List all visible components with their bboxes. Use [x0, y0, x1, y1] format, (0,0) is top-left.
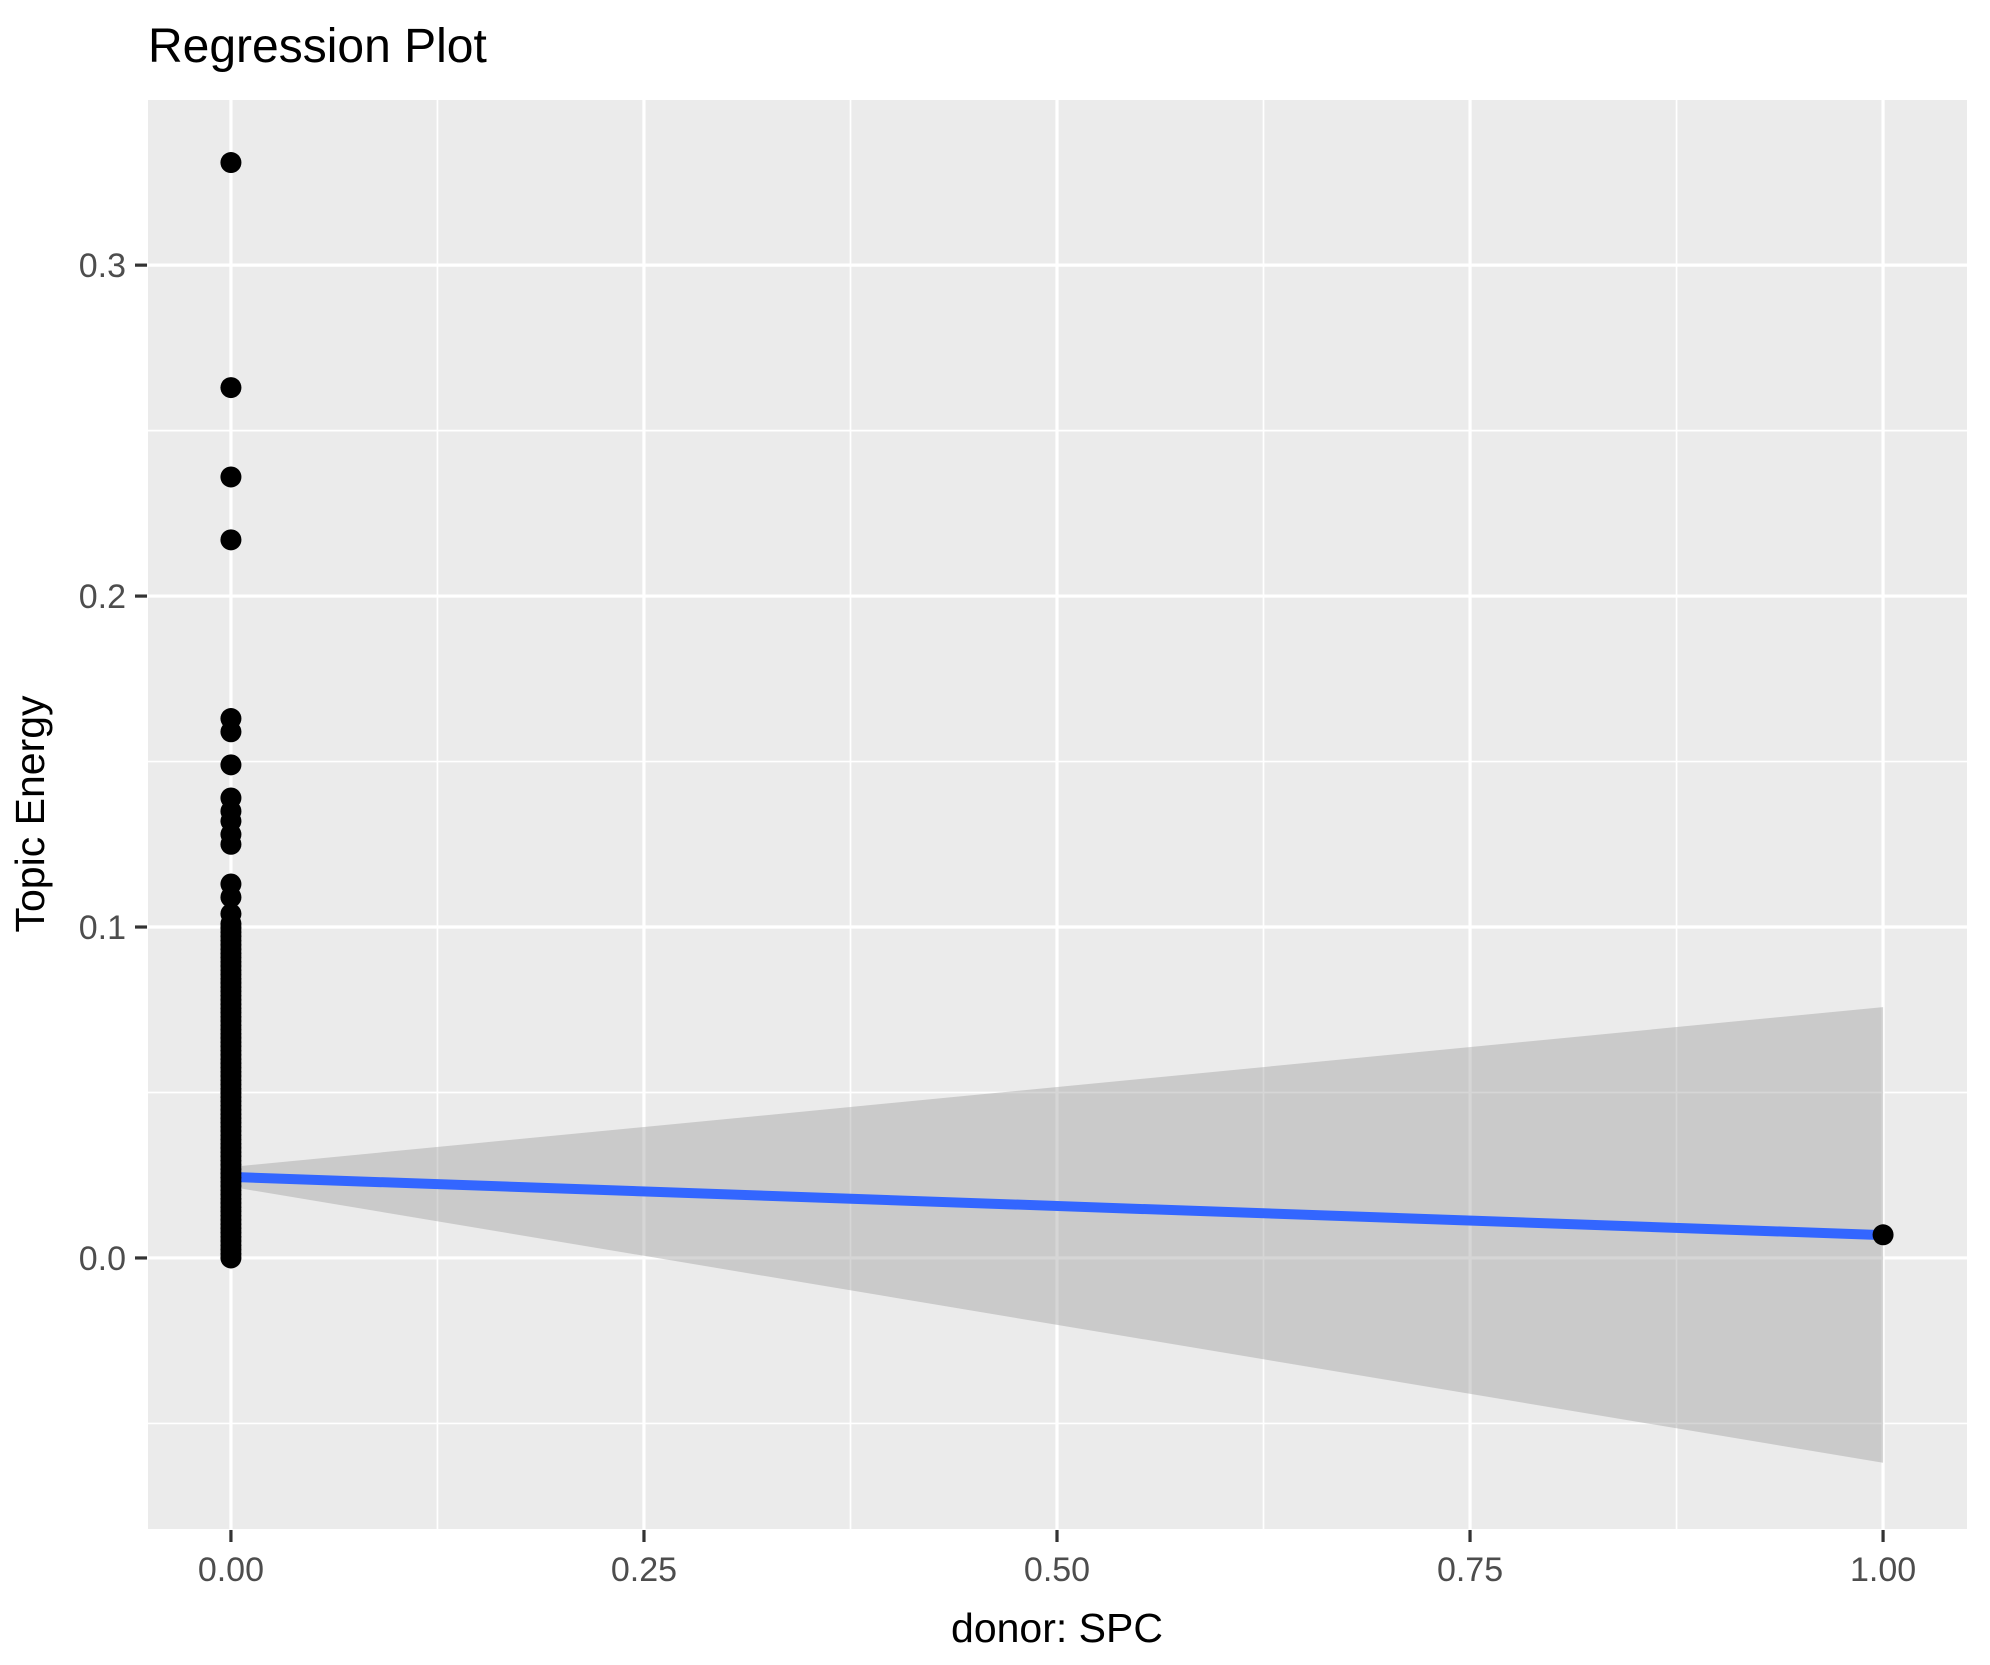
scatter-points: [220, 152, 1894, 1269]
scatter-point: [220, 903, 242, 925]
y-tick-label: 0.2: [79, 578, 126, 616]
x-axis-title: donor: SPC: [951, 1605, 1163, 1651]
confidence-band-polygon: [230, 1007, 1884, 1463]
y-tick-label: 0.3: [79, 247, 126, 285]
y-axis: 0.0 0.1 0.2 0.3: [79, 247, 147, 1278]
scatter-point: [220, 466, 242, 488]
y-tick-label: 0.0: [79, 1240, 126, 1278]
plot-title: Regression Plot: [148, 20, 487, 73]
scatter-point: [1872, 1224, 1894, 1246]
x-axis: 0.00 0.25 0.50 0.75 1.00: [198, 1530, 1916, 1589]
y-tick-label: 0.1: [79, 909, 126, 947]
scatter-point: [220, 377, 242, 399]
x-tick-label: 1.00: [1850, 1551, 1916, 1589]
y-axis-title: Topic Energy: [7, 695, 53, 933]
confidence-band: [230, 1007, 1884, 1463]
x-tick-label: 0.00: [198, 1551, 264, 1589]
x-tick-label: 0.50: [1024, 1551, 1090, 1589]
grid-major: [148, 100, 1967, 1529]
x-tick-label: 0.25: [611, 1551, 677, 1589]
scatter-point: [220, 886, 242, 908]
regression-line: [230, 1171, 1884, 1241]
scatter-point: [220, 529, 242, 551]
scatter-point: [220, 721, 242, 743]
x-tick-label: 0.75: [1437, 1551, 1503, 1589]
scatter-point: [220, 833, 242, 855]
scatter-point: [220, 152, 242, 174]
scatter-point: [220, 754, 242, 776]
regression-line-segment: [230, 1171, 1884, 1241]
